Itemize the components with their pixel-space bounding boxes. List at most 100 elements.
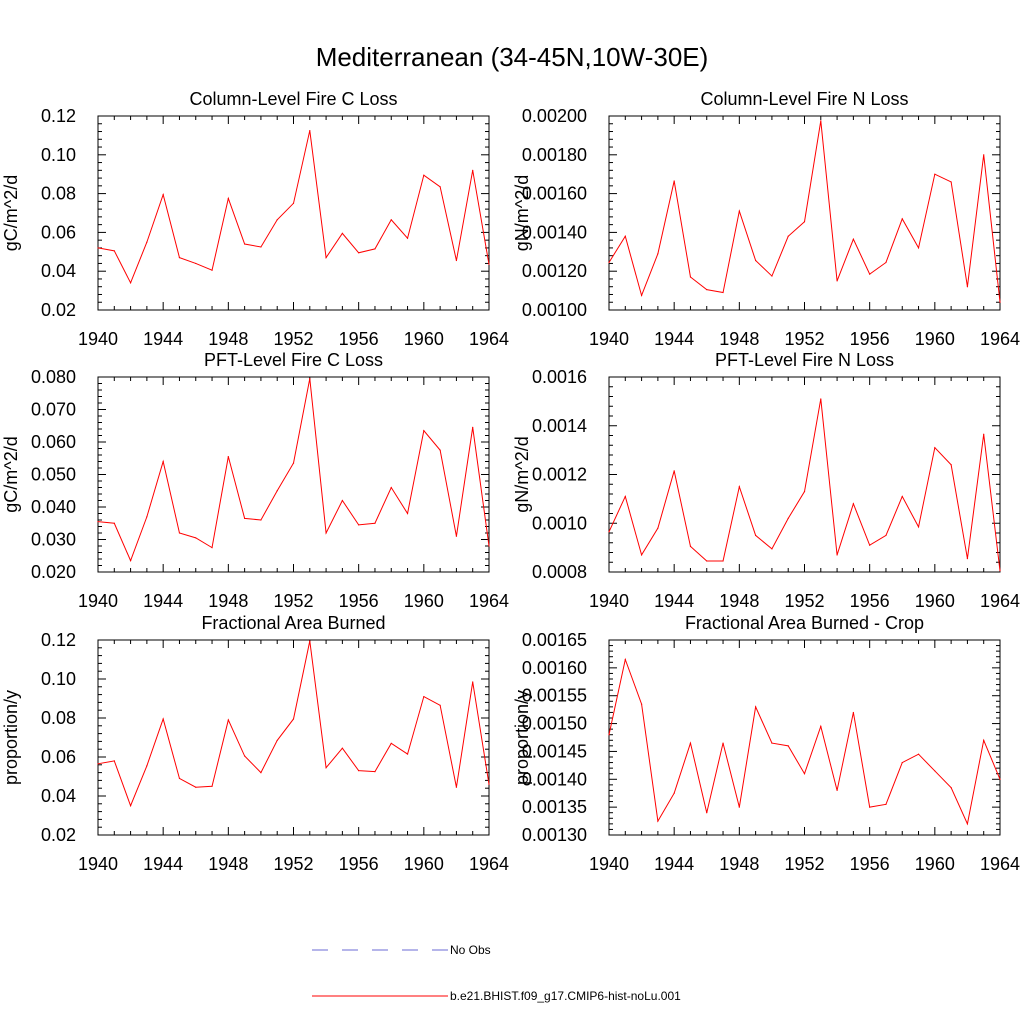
x-tick-label: 1964 <box>469 329 509 349</box>
y-tick-label: 0.080 <box>31 367 76 387</box>
x-tick-label: 1952 <box>273 329 313 349</box>
legend-label: No Obs <box>450 943 491 957</box>
data-point <box>885 803 887 805</box>
data-point <box>374 248 376 250</box>
data-point <box>390 219 392 221</box>
data-point <box>325 767 327 769</box>
data-point <box>374 771 376 773</box>
data-point <box>983 739 985 741</box>
x-tick-label: 1964 <box>980 854 1020 874</box>
x-tick-label: 1944 <box>654 591 694 611</box>
y-tick-label: 0.08 <box>41 708 76 728</box>
data-point <box>97 521 99 523</box>
data-point <box>488 783 490 785</box>
data-point <box>244 243 246 245</box>
panel-title: PFT-Level Fire N Loss <box>715 350 894 370</box>
data-point <box>113 250 115 252</box>
panel-3: 1940 1944 1948 1952 1956 1960 1964 0.020 0.030 0.… <box>1 350 509 611</box>
data-point <box>129 282 132 284</box>
legend-label: b.e21.BHIST.f09_g17.CMIP6-hist-noLu.001 <box>450 989 681 1003</box>
data-point <box>836 789 838 792</box>
data-point <box>423 174 425 176</box>
y-tick-label: 0.020 <box>31 562 76 582</box>
x-tick-label: 1940 <box>589 591 629 611</box>
data-point <box>260 519 262 521</box>
x-tick-label: 1944 <box>654 854 694 874</box>
data-point <box>657 820 659 822</box>
data-point <box>640 554 643 556</box>
data-point <box>640 294 643 297</box>
y-tick-label: 0.00140 <box>522 769 587 789</box>
x-tick-label: 1952 <box>784 854 824 874</box>
panel-4: 1940 1944 1948 1952 1956 1960 1964 0.0008 0.0010… <box>512 350 1020 611</box>
data-point <box>852 238 854 240</box>
y-tick-label: 0.12 <box>41 630 76 650</box>
data-point <box>292 202 295 204</box>
data-point <box>983 433 985 435</box>
data-point <box>390 742 392 744</box>
x-tick-label: 1964 <box>980 591 1020 611</box>
data-point <box>901 761 903 764</box>
data-point <box>455 535 458 537</box>
data-point <box>341 747 343 749</box>
data-point <box>146 241 148 243</box>
y-tick-label: 0.06 <box>41 747 76 767</box>
x-tick-label: 1948 <box>208 329 248 349</box>
data-point <box>983 154 985 156</box>
y-tick-label: 0.050 <box>31 465 76 485</box>
x-tick-label: 1948 <box>208 854 248 874</box>
x-tick-label: 1944 <box>654 329 694 349</box>
y-tick-label: 0.00140 <box>522 222 587 242</box>
data-point <box>869 544 871 546</box>
data-point <box>934 173 936 175</box>
panel-title: PFT-Level Fire C Loss <box>204 350 383 370</box>
data-point <box>608 531 610 533</box>
data-point <box>673 470 675 472</box>
x-tick-label: 1944 <box>143 854 183 874</box>
x-tick-label: 1960 <box>915 591 955 611</box>
data-point <box>325 257 327 259</box>
data-point <box>195 537 197 539</box>
data-point <box>755 534 757 537</box>
data-point <box>341 499 343 502</box>
data-point <box>472 426 474 428</box>
data-point <box>439 186 441 188</box>
data-point <box>950 787 952 789</box>
y-tick-label: 0.02 <box>41 825 76 845</box>
data-point <box>227 197 229 200</box>
x-tick-label: 1964 <box>980 329 1020 349</box>
x-tick-label: 1948 <box>208 591 248 611</box>
panel-title: Fractional Area Burned - Crop <box>685 613 924 633</box>
data-point <box>771 742 773 744</box>
x-tick-label: 1952 <box>273 854 313 874</box>
y-tick-label: 0.00120 <box>522 261 587 281</box>
data-point <box>999 301 1001 303</box>
x-tick-label: 1952 <box>273 591 313 611</box>
data-point <box>113 522 115 524</box>
y-tick-label: 0.06 <box>41 222 76 242</box>
data-point <box>738 210 740 212</box>
data-point <box>309 378 311 380</box>
data-point <box>276 219 278 221</box>
y-tick-label: 0.0008 <box>532 562 587 582</box>
x-tick-label: 1940 <box>78 591 118 611</box>
y-tick-label: 0.00165 <box>522 630 587 650</box>
data-point <box>178 257 181 259</box>
data-point <box>706 289 708 291</box>
y-tick-label: 0.10 <box>41 145 76 165</box>
legend: No Obs b.e21.BHIST.f09_g17.CMIP6-hist-noL… <box>312 943 681 1003</box>
y-axis-label: gN/m^2/d <box>512 436 532 512</box>
y-tick-label: 0.08 <box>41 184 76 204</box>
data-point <box>673 792 675 794</box>
data-point <box>292 462 295 464</box>
data-point <box>787 517 789 519</box>
x-tick-label: 1960 <box>404 591 444 611</box>
data-point <box>624 235 626 237</box>
data-point <box>803 221 806 223</box>
data-point <box>260 772 262 774</box>
data-point <box>472 169 474 171</box>
data-point <box>439 704 441 706</box>
data-point <box>917 753 920 755</box>
data-point <box>657 527 659 529</box>
